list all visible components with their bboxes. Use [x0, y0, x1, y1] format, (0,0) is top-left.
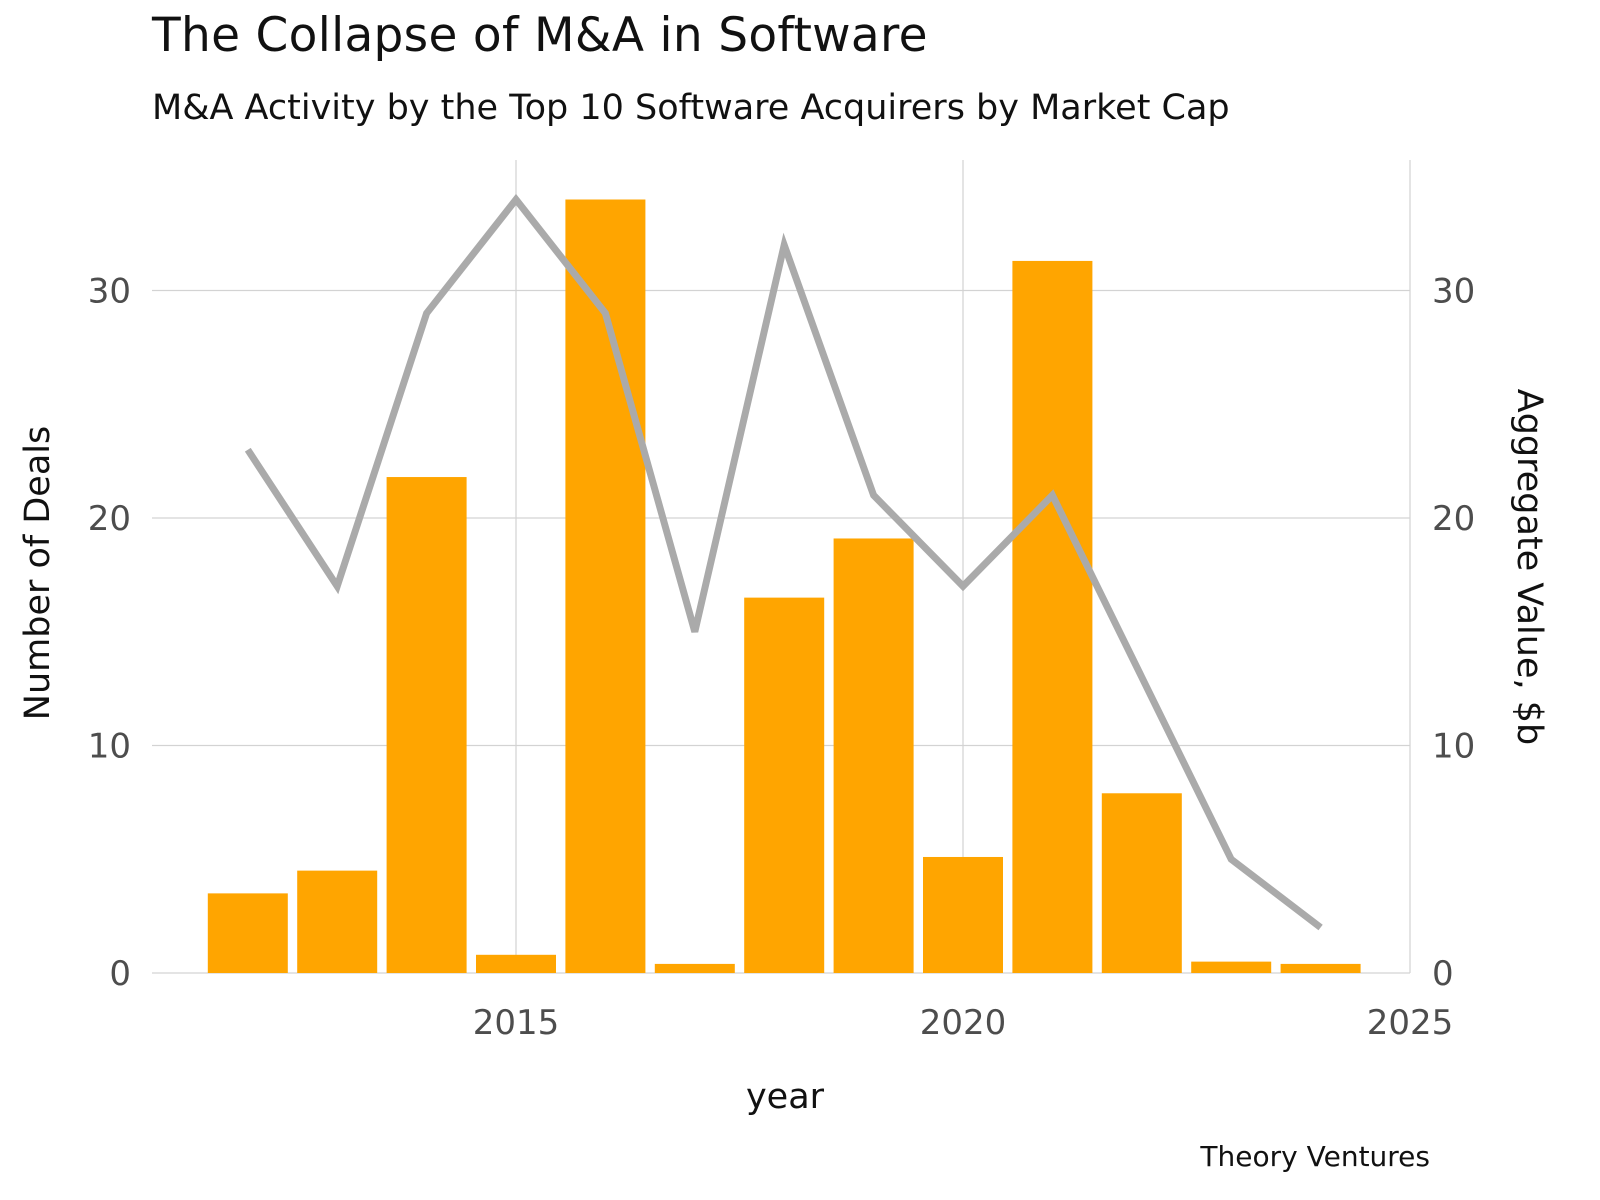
x-tick-label: 2015: [473, 1003, 560, 1043]
bar-2012: [207, 893, 288, 973]
chart-subtitle: M&A Activity by the Top 10 Software Acqu…: [152, 88, 1230, 128]
y-tick-label: 30: [88, 272, 131, 312]
x-axis-title: year: [746, 1077, 825, 1117]
y2-tick-label: 10: [1432, 727, 1475, 767]
bar-2019: [833, 538, 914, 973]
bar-series: [207, 199, 1361, 973]
bar-2013: [297, 870, 378, 973]
y-axis-title: Number of Deals: [18, 426, 58, 720]
bar-2016: [565, 199, 646, 973]
y2-tick-label: 30: [1432, 272, 1475, 312]
y-tick-label: 20: [88, 499, 131, 539]
source-caption: Theory Ventures: [1200, 1140, 1430, 1173]
tick-labels: 0 10 20 30 0 10 20 30 2015 2020 2025: [88, 272, 1476, 1044]
bar-2014: [386, 477, 467, 973]
line-series: [244, 193, 1323, 931]
bar-2018: [744, 597, 825, 973]
bar-2023: [1191, 961, 1272, 973]
chart-title: The Collapse of M&A in Software: [152, 8, 928, 63]
x-tick-label: 2020: [920, 1003, 1007, 1043]
y2-tick-label: 0: [1432, 954, 1454, 994]
bar-2021: [1012, 260, 1093, 973]
bar-2017: [654, 963, 735, 973]
y-tick-label: 10: [88, 727, 131, 767]
bar-2024: [1280, 963, 1361, 973]
x-tick-label: 2025: [1367, 1003, 1454, 1043]
y2-axis-title: Aggregate Value, $b: [1509, 389, 1549, 745]
y2-tick-label: 20: [1432, 499, 1475, 539]
y-tick-label: 0: [109, 954, 131, 994]
aggregate-value-line: [244, 193, 1323, 931]
bar-2022: [1101, 793, 1182, 973]
bar-2020: [923, 856, 1003, 973]
bar-2015: [476, 954, 556, 973]
